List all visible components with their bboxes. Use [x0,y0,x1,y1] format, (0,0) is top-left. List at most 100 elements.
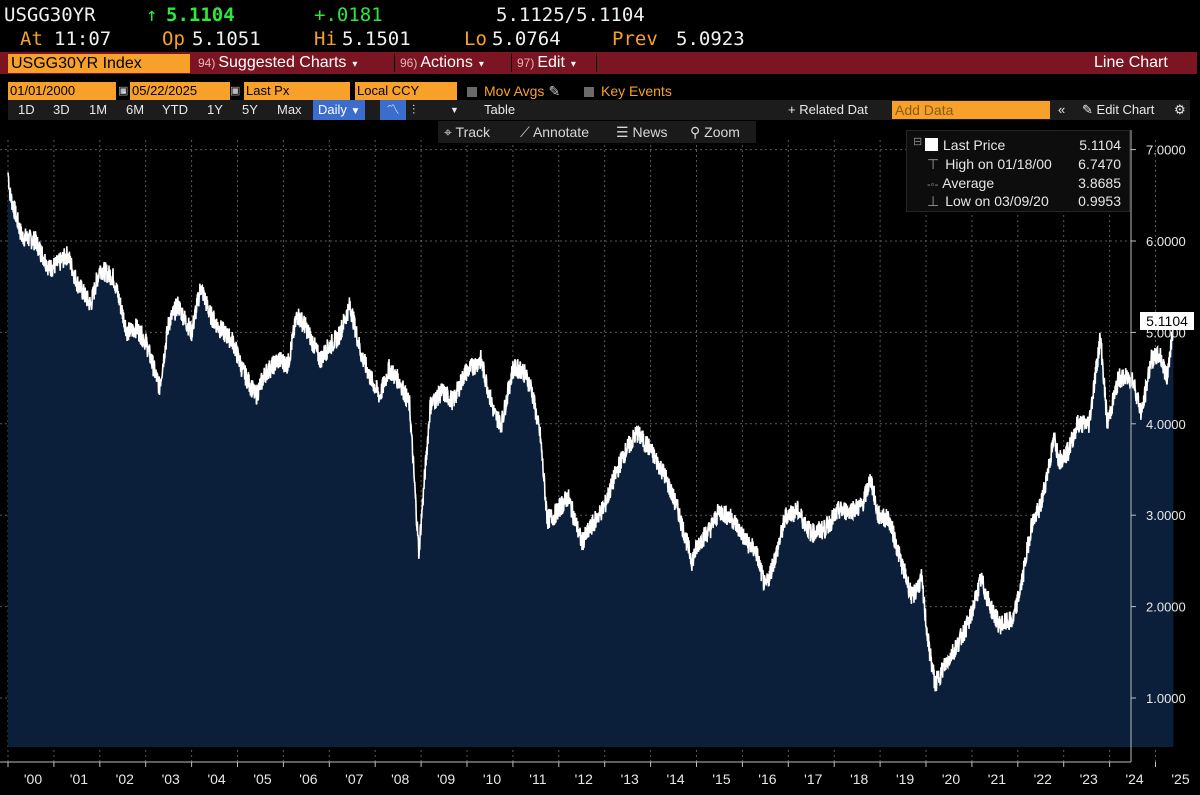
range-1m[interactable]: 1M [89,102,108,117]
security-input[interactable]: USGG30YR Index [8,54,190,73]
x-tick-label: '09 [437,771,455,787]
line-chart-icon[interactable]: 〽 [380,100,406,120]
legend-average-value: 3.8685 [1078,175,1121,191]
x-tick-label: '14 [666,771,684,787]
mov-avgs-toggle[interactable]: Mov Avgs ✎ [467,83,560,99]
up-arrow-icon: ↑ [146,4,158,26]
range-1y[interactable]: 1Y [207,102,223,117]
range-3d[interactable]: 3D [53,102,70,117]
track-label: Track [455,124,491,140]
x-tick-label: '19 [896,771,914,787]
at-time: 11:07 [54,28,112,50]
news-button[interactable]: ☰ News [616,121,667,143]
caret-down-icon: ▾ [570,59,576,70]
x-tick-label: '04 [207,771,225,787]
frequency-select[interactable]: Daily ▼ [313,100,366,120]
edit-menu[interactable]: 97) Edit ▾ [517,52,576,74]
legend-high-label: High on 01/18/00 [945,156,1052,172]
legend-low-value: 0.9953 [1078,193,1121,209]
checkbox[interactable] [584,87,594,97]
add-data-input[interactable]: Add Data [892,101,1050,119]
range-ytd[interactable]: YTD [162,102,188,117]
x-tick-label: '21 [988,771,1006,787]
x-tick-label: '16 [758,771,776,787]
caret-down-icon: ▾ [352,59,358,70]
table-button[interactable]: Table [484,102,516,117]
collapse-icon[interactable]: « [1058,102,1066,117]
x-tick-label: '12 [575,771,593,787]
legend-average: -◦- Average [927,175,994,191]
high-label: Hi [314,28,337,50]
suggested-charts-menu[interactable]: 94) Suggested Charts ▾ [198,52,357,74]
legend-last-value: 5.1104 [1079,137,1121,153]
currency-select[interactable]: Local CCY [355,82,457,100]
x-tick-label: '11 [529,771,546,787]
actions-label: Actions [420,54,473,71]
calendar-icon[interactable]: ▣ [118,85,129,97]
collapse-icon[interactable]: ⊟ [913,136,923,148]
y-tick-label: 6.0000 [1146,234,1186,249]
annotate-icon: ⟋ [520,124,530,140]
field-select[interactable]: Last Px [244,82,350,100]
gear-icon[interactable]: ⚙ [1174,102,1186,117]
pencil-icon: ✎ [1082,102,1093,117]
checkbox[interactable] [467,87,477,97]
x-tick-label: '01 [70,771,88,787]
caret-down-icon[interactable]: ▼ [450,105,459,115]
end-date-input[interactable]: 05/22/2025 [130,82,230,100]
range-6m[interactable]: 6M [126,102,145,117]
price-line [7,172,1174,692]
x-tick-label: '03 [162,771,180,787]
suggested-charts-label: Suggested Charts [218,54,347,71]
y-tick-label: 2.0000 [1146,600,1186,615]
x-tick-label: '18 [850,771,868,787]
menu-divider [511,54,512,72]
x-tick-label: '05 [253,771,271,787]
zoom-label: Zoom [704,124,740,140]
range-1d[interactable]: 1D [18,102,35,117]
x-tick-label: '24 [1125,771,1143,787]
function-menubar [0,52,1197,74]
track-button[interactable]: ⌖ Track [444,121,490,143]
edit-label: Edit [537,54,565,71]
x-tick-label: '07 [345,771,363,787]
key-events-label: Key Events [601,83,672,99]
related-data-button[interactable]: + Related Dat [788,102,868,117]
bid-ask: 5.1125/5.1104 [496,4,645,26]
high-marker-icon: ⊤ [927,156,940,172]
date-separator: - [122,83,127,99]
suggested-charts-number: 94) [198,56,216,70]
frequency-label: Daily [318,102,347,117]
pencil-icon[interactable]: ✎ [548,83,561,99]
annotate-label: Annotate [532,124,589,140]
range-max[interactable]: Max [277,102,302,117]
open-label: Op [162,28,185,50]
ticker: USGG30YR [4,4,96,26]
start-date-input[interactable]: 01/01/2000 [8,82,116,100]
annotate-button[interactable]: ⟋ Annotate [520,121,589,143]
edit-chart-button[interactable]: ✎ Edit Chart [1082,100,1154,120]
last-price-badge: 5.1104 [1140,312,1194,330]
legend-last-label: Last Price [943,137,1006,153]
candlestick-icon[interactable]: ⫶ [412,102,416,117]
legend-last: Last Price [925,137,1005,153]
legend-high: ⊤ High on 01/18/00 [927,156,1052,173]
x-tick-label: '17 [804,771,822,787]
average-marker-icon: -◦- [927,179,939,191]
calendar-icon[interactable]: ▣ [230,85,241,97]
actions-number: 96) [400,56,418,70]
edit-chart-label: Edit Chart [1096,102,1155,117]
crosshair-icon: ⌖ [444,124,452,140]
chart-type-label: Line Chart [1094,54,1168,71]
x-tick-label: '02 [116,771,134,787]
x-tick-label: '08 [391,771,409,787]
last-price: 5.1104 [166,4,235,26]
x-tick-label: '06 [299,771,317,787]
zoom-button[interactable]: ⚲ Zoom [690,121,740,143]
key-events-toggle[interactable]: Key Events [584,83,672,99]
range-5y[interactable]: 5Y [242,102,258,117]
legend-low-label: Low on 03/09/20 [945,193,1049,209]
low-marker-icon: ⊥ [927,193,940,209]
actions-menu[interactable]: 96) Actions ▾ [400,52,484,74]
